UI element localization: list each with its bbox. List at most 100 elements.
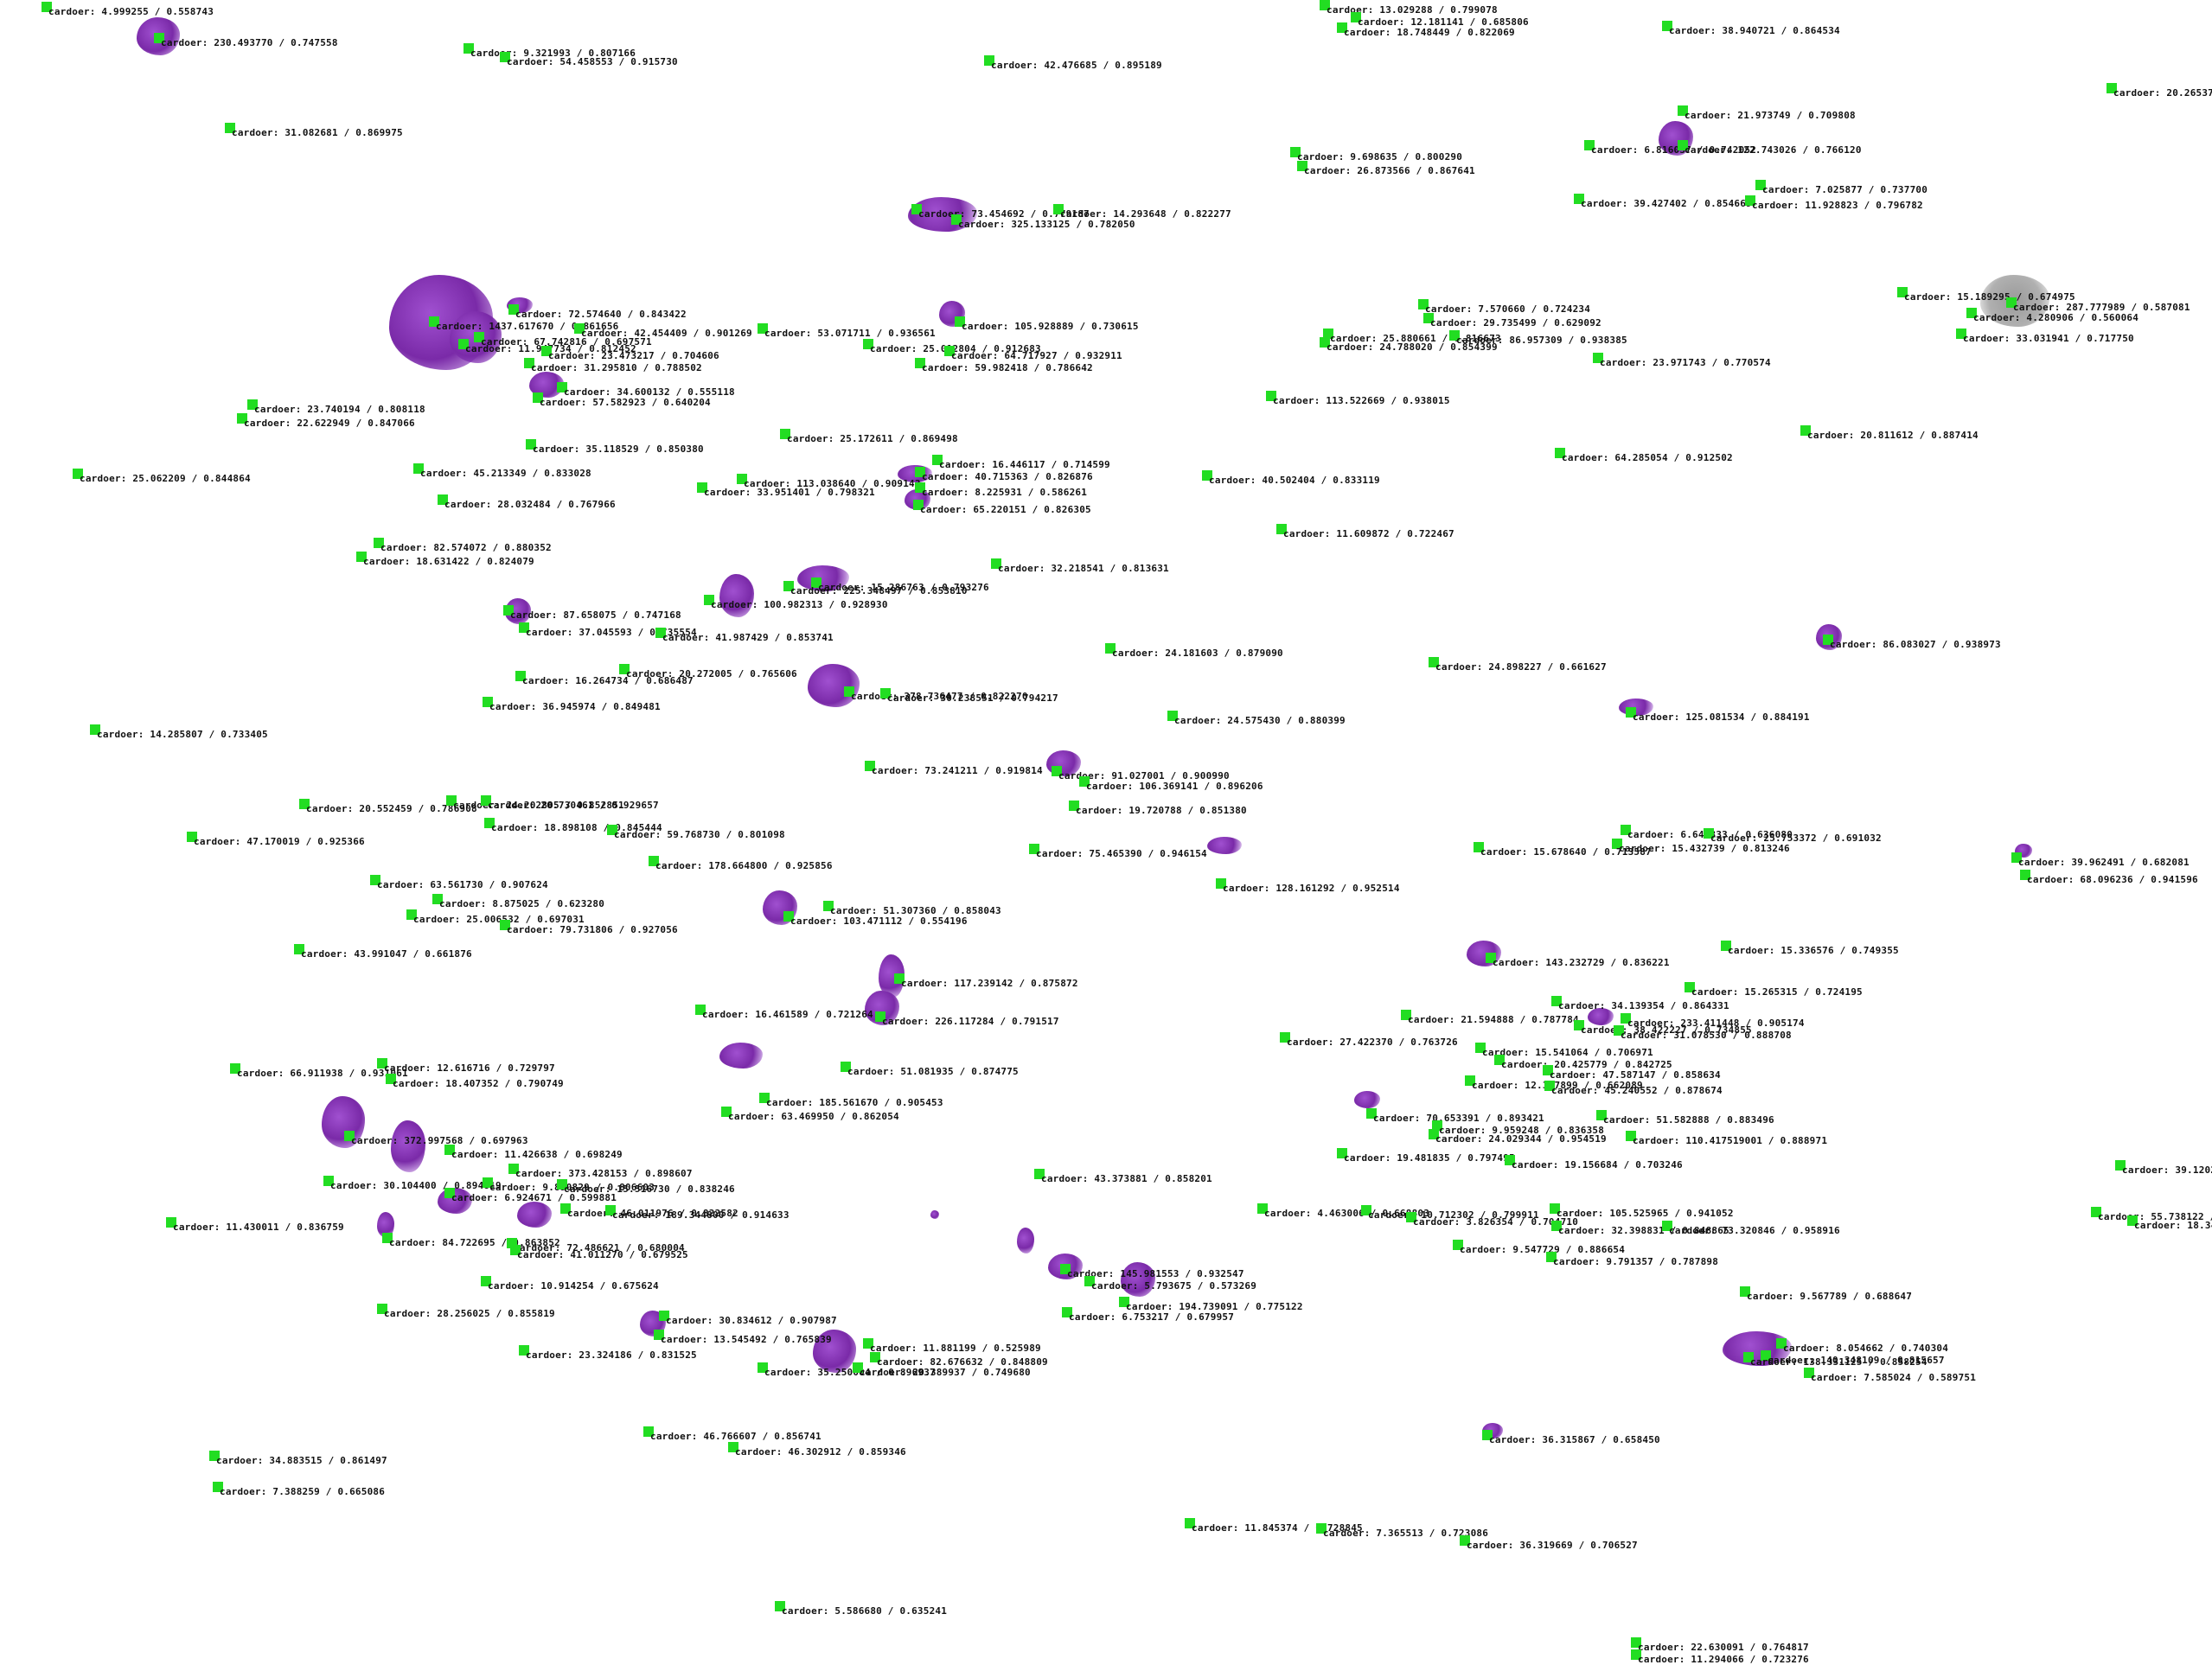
segmentation-blob (719, 1043, 763, 1069)
detection-label: cardoer: 31.082681 / 0.869975 (232, 128, 403, 138)
detection-label: cardoer: 372.997568 / 0.697963 (351, 1136, 528, 1146)
detection-label: cardoer: 24.181603 / 0.879090 (1112, 648, 1283, 659)
detection-label: cardoer: 4.999255 / 0.558743 (48, 7, 214, 17)
detection-label: cardoer: 40.502404 / 0.833119 (1209, 475, 1380, 486)
detection-label: cardoer: 25.062209 / 0.844864 (80, 474, 251, 484)
detection-label: cardoer: 82.574072 / 0.880352 (380, 543, 552, 553)
detection-label: cardoer: 45.213349 / 0.833028 (420, 469, 591, 479)
detection-label: cardoer: 64.285054 / 0.912502 (1562, 453, 1733, 463)
detection-label: cardoer: 59.768730 / 0.801098 (614, 830, 785, 840)
detection-label: cardoer: 8.875025 / 0.623280 (439, 899, 604, 909)
detection-label: cardoer: 35.118529 / 0.850380 (533, 444, 704, 455)
detection-label: cardoer: 11.426638 / 0.698249 (451, 1150, 623, 1160)
detection-label: cardoer: 11.881199 / 0.525989 (870, 1343, 1041, 1354)
detection-label: cardoer: 24.575430 / 0.880399 (1174, 716, 1346, 726)
detection-label: cardoer: 39.962491 / 0.682081 (2018, 858, 2190, 868)
detection-label: cardoer: 54.458553 / 0.915730 (507, 57, 678, 67)
detection-label: cardoer: 20.811612 / 0.887414 (1807, 431, 1979, 441)
segmentation-blob (930, 1210, 939, 1219)
detection-label: cardoer: 230.493770 / 0.747558 (161, 38, 338, 48)
detection-label: cardoer: 34.139354 / 0.864331 (1558, 1001, 1729, 1011)
segmentation-blob (719, 574, 754, 617)
detection-label: cardoer: 23.473217 / 0.704606 (548, 351, 719, 361)
detection-label: cardoer: 5.586680 / 0.635241 (782, 1606, 947, 1617)
detection-label: cardoer: 9.567789 / 0.688647 (1747, 1292, 1912, 1302)
segmentation-blob (1354, 1091, 1380, 1108)
detection-label: cardoer: 125.081534 / 0.884191 (1633, 712, 1810, 723)
detection-label: cardoer: 28.256025 / 0.855819 (384, 1309, 555, 1319)
detection-label: cardoer: 225.348497 / 0.853810 (790, 586, 968, 596)
detection-label: cardoer: 63.561730 / 0.907624 (377, 880, 548, 890)
detection-label: cardoer: 53.071711 / 0.936561 (764, 329, 936, 339)
detection-label: cardoer: 100.982313 / 0.928930 (711, 600, 888, 610)
detection-label: cardoer: 13.545492 / 0.765839 (661, 1335, 832, 1345)
detection-label: cardoer: 6.924671 / 0.599881 (451, 1193, 617, 1203)
detection-label: cardoer: 51.081935 / 0.874775 (847, 1067, 1019, 1077)
detection-label: cardoer: 128.161292 / 0.952514 (1223, 884, 1400, 894)
detection-label: cardoer: 38.940721 / 0.864534 (1669, 26, 1840, 36)
detection-label: cardoer: 68.096236 / 0.941596 (2027, 875, 2198, 885)
detection-label: cardoer: 11.430011 / 0.836759 (173, 1222, 344, 1233)
detection-label: cardoer: 86.083027 / 0.938973 (1830, 640, 2001, 650)
detection-label: cardoer: 87.658075 / 0.747168 (510, 610, 681, 621)
detection-label: cardoer: 23.324186 / 0.831525 (526, 1350, 697, 1361)
detection-label: cardoer: 19.156684 / 0.703246 (1512, 1160, 1683, 1171)
detection-label: cardoer: 23.740194 / 0.808118 (254, 405, 425, 415)
detection-label: cardoer: 106.369141 / 0.896206 (1086, 781, 1263, 792)
segmentation-blob (1017, 1228, 1034, 1254)
detection-label: cardoer: 122.743026 / 0.766120 (1685, 145, 1862, 156)
detection-label: cardoer: 105.928889 / 0.730615 (962, 322, 1139, 332)
detection-label: cardoer: 39.427402 / 0.854669 (1581, 199, 1752, 209)
detection-label: cardoer: 15.541064 / 0.706971 (1482, 1048, 1653, 1058)
detection-label: cardoer: 143.232729 / 0.836221 (1493, 958, 1670, 968)
detection-label: cardoer: 39.120285 (2122, 1165, 2212, 1176)
detection-label: cardoer: 31.078530 / 0.888708 (1621, 1030, 1792, 1041)
detection-label: cardoer: 7.570660 / 0.724234 (1425, 304, 1590, 315)
detection-label: cardoer: 51.582888 / 0.883496 (1603, 1115, 1774, 1126)
detection-label: cardoer: 10.914254 / 0.675624 (488, 1281, 659, 1292)
detection-label: cardoer: 28.032484 / 0.767966 (444, 500, 616, 510)
detection-label: cardoer: 32.218541 / 0.813631 (998, 564, 1169, 574)
detection-label: cardoer: 20.265379 / 0 (2113, 88, 2212, 99)
detection-label: cardoer: 12.616716 / 0.729797 (384, 1063, 555, 1074)
detection-label: cardoer: 30.238551 / 0.794217 (887, 693, 1058, 704)
detection-label: cardoer: 72.574640 / 0.843422 (515, 309, 687, 320)
detection-label: cardoer: 25.172611 / 0.869498 (787, 434, 958, 444)
detection-label: cardoer: 36.945974 / 0.849481 (489, 702, 661, 712)
detection-label: cardoer: 86.957309 / 0.938385 (1456, 335, 1627, 346)
detection-label: cardoer: 22.622949 / 0.847066 (244, 418, 415, 429)
detection-label: cardoer: 73.241211 / 0.919814 (872, 766, 1043, 776)
detection-label: cardoer: 21.973749 / 0.709808 (1685, 111, 1856, 121)
detection-label: cardoer: 14.285807 / 0.733405 (97, 730, 268, 740)
detection-label: cardoer: 6.753217 / 0.679957 (1069, 1312, 1234, 1323)
detection-label: cardoer: 185.561670 / 0.905453 (766, 1098, 943, 1108)
detection-label: cardoer: 41.987429 / 0.853741 (662, 633, 834, 643)
detection-label: cardoer: 7.388259 / 0.665086 (220, 1487, 385, 1497)
detection-label: cardoer: 29.735499 / 0.629092 (1430, 318, 1601, 329)
detection-label: cardoer: 178.664800 / 0.925856 (655, 861, 833, 871)
detection-label: cardoer: 4.280906 / 0.560064 (1973, 313, 2138, 323)
detection-label: cardoer: 22.630091 / 0.764817 (1638, 1643, 1809, 1653)
detection-label: cardoer: 36.319669 / 0.706527 (1467, 1541, 1638, 1551)
detection-label: cardoer: 65.220151 / 0.826305 (920, 505, 1091, 515)
detection-label: cardoer: 9.547729 / 0.886654 (1460, 1245, 1625, 1255)
detection-label: cardoer: 59.982418 / 0.786642 (922, 363, 1093, 373)
detection-label: cardoer: 24.029344 / 0.954519 (1435, 1134, 1607, 1145)
detection-label: cardoer: 189.344800 / 0.914633 (612, 1210, 790, 1221)
detection-label: cardoer: 20.730461 / 0.929657 (488, 801, 659, 811)
detection-label: cardoer: 36.315867 / 0.658450 (1489, 1435, 1660, 1445)
detection-label: cardoer: 117.239142 / 0.875872 (901, 979, 1078, 989)
detection-label: cardoer: 9.791357 / 0.787898 (1553, 1257, 1718, 1267)
detection-label: cardoer: 11.928823 / 0.796782 (1752, 201, 1923, 211)
detection-label: cardoer: 103.471112 / 0.554196 (790, 916, 968, 927)
detection-label: cardoer: 373.428153 / 0.898607 (515, 1169, 693, 1179)
segmentation-blob (1121, 1262, 1155, 1297)
detection-label: cardoer: 8.054662 / 0.740304 (1783, 1343, 1948, 1354)
detection-label: cardoer: 70.653391 / 0.893421 (1373, 1113, 1544, 1124)
detection-label: cardoer: 47.170019 / 0.925366 (194, 837, 365, 847)
detection-label: cardoer: 15.265315 / 0.724195 (1691, 987, 1863, 998)
detection-label: cardoer: 30.104400 / 0.894819 (330, 1181, 502, 1191)
detection-label: cardoer: 23.971743 / 0.770574 (1600, 358, 1771, 368)
detection-label: cardoer: 226.117284 / 0.791517 (882, 1017, 1059, 1027)
